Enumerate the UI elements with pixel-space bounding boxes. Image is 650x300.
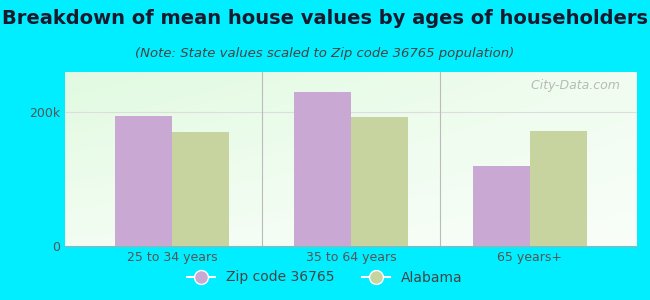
Text: (Note: State values scaled to Zip code 36765 population): (Note: State values scaled to Zip code 3…: [135, 46, 515, 59]
Bar: [351, 117, 408, 246]
Bar: [172, 132, 229, 246]
Bar: [294, 92, 351, 246]
Text: City-Data.com: City-Data.com: [523, 79, 620, 92]
Text: Breakdown of mean house values by ages of householders: Breakdown of mean house values by ages o…: [2, 9, 648, 28]
Bar: [530, 131, 587, 246]
Bar: [115, 116, 172, 246]
Legend: Zip code 36765, Alabama: Zip code 36765, Alabama: [181, 265, 469, 290]
Bar: [473, 166, 530, 246]
